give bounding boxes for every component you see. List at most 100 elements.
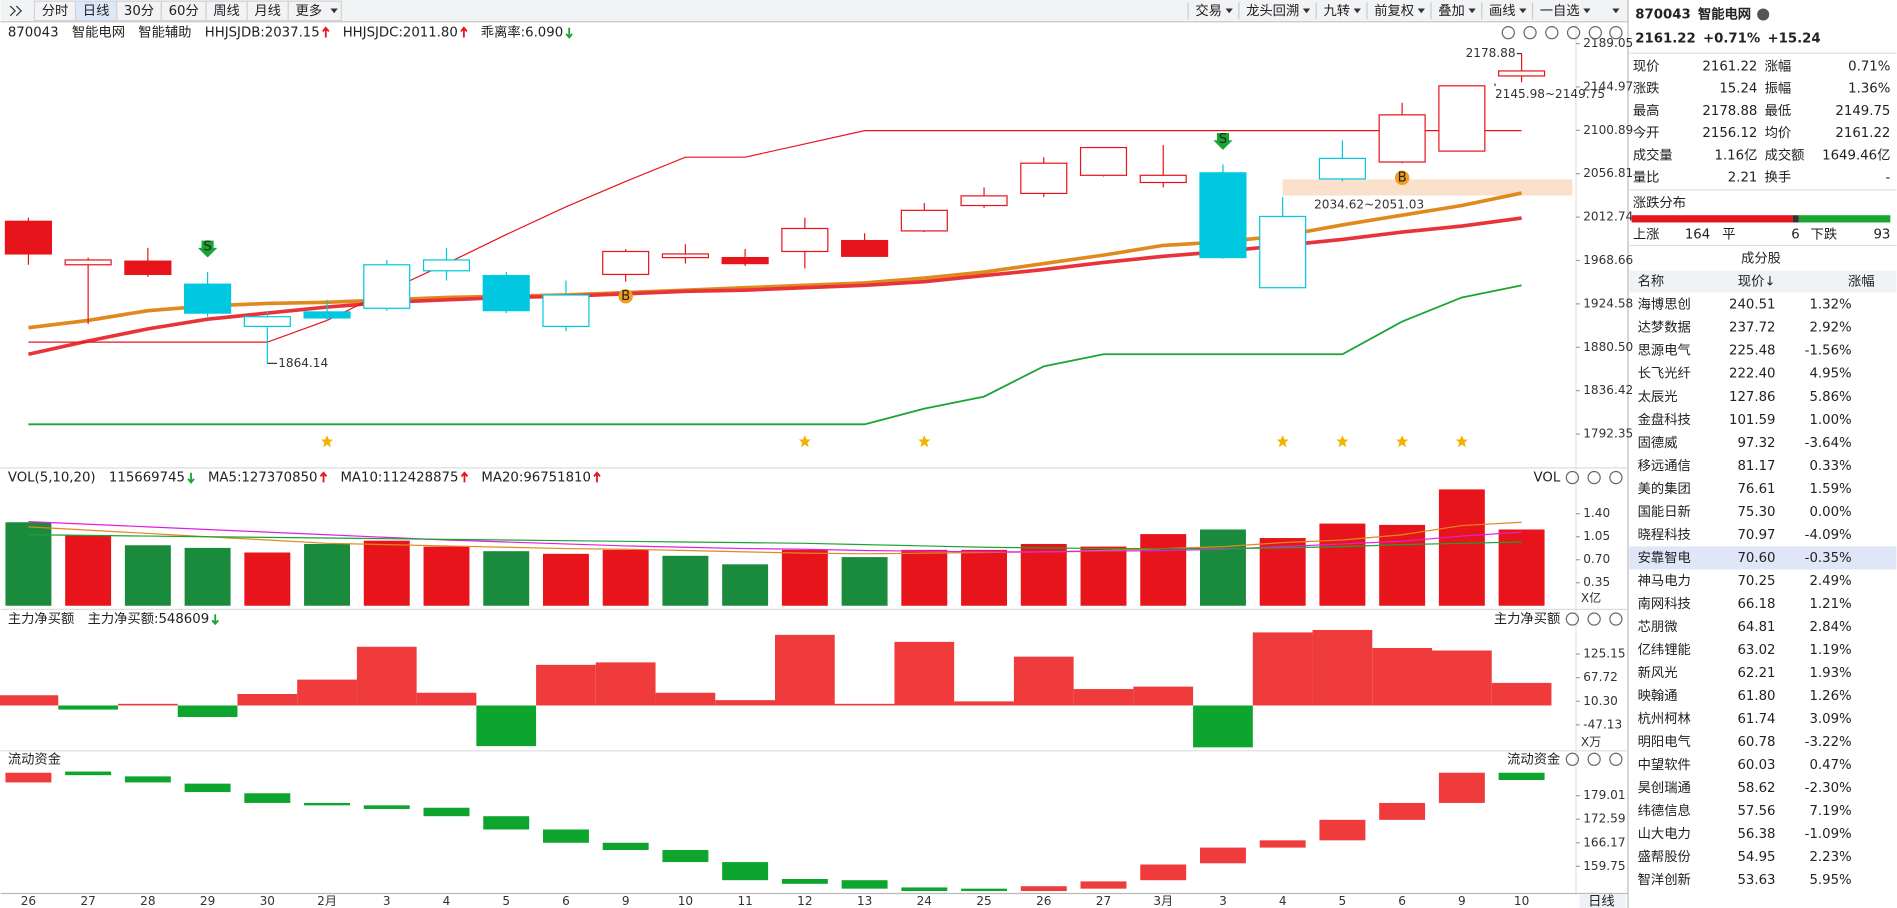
- breadth-label: 平: [1722, 228, 1735, 243]
- tab[interactable]: 60分: [169, 3, 199, 19]
- tool-button[interactable]: 龙头回溯: [1246, 3, 1299, 19]
- stock-name-cell[interactable]: 纬德信息: [1638, 802, 1691, 819]
- flow-bar: [363, 805, 410, 809]
- stock-name-cell[interactable]: 达梦数据: [1638, 320, 1691, 336]
- panel-icon[interactable]: [1609, 752, 1623, 766]
- stock-name-cell[interactable]: 安靠智电: [1638, 550, 1691, 566]
- stock-name-cell[interactable]: 芯朋微: [1638, 619, 1678, 635]
- stock-name-cell[interactable]: 移远通信: [1638, 458, 1691, 474]
- stock-name-cell[interactable]: 神马电力: [1638, 573, 1691, 589]
- stock-name-cell[interactable]: 盛帮股份: [1638, 849, 1691, 865]
- panel-icon[interactable]: [1609, 25, 1623, 40]
- stock-name-cell[interactable]: 明阳电气: [1638, 734, 1691, 750]
- stat-value: 0.71%: [1848, 59, 1890, 74]
- scroll-caret[interactable]: [1612, 8, 1620, 14]
- line-series: [28, 521, 1522, 553]
- stock-name-cell[interactable]: 国能日新: [1638, 504, 1691, 520]
- collapse-icon[interactable]: [9, 5, 23, 17]
- y-tick-label: 2144.97: [1583, 79, 1633, 93]
- price-cell: 70.97: [1737, 528, 1775, 543]
- breadth-count: 164: [1685, 228, 1710, 243]
- stock-name-cell[interactable]: 海博思创: [1638, 297, 1691, 313]
- bar: [1312, 629, 1373, 706]
- panel-icon[interactable]: [1587, 612, 1601, 626]
- tool-button[interactable]: 交易: [1195, 2, 1222, 19]
- stat-label: 涨幅: [1765, 58, 1792, 74]
- column-header[interactable]: 现价↓: [1738, 275, 1776, 290]
- stat-value: 1649.46亿: [1822, 147, 1890, 163]
- tab[interactable]: 分时: [42, 3, 69, 19]
- stock-name-cell[interactable]: 昊创瑞通: [1638, 780, 1691, 796]
- candle-body: [482, 275, 530, 312]
- bar: [304, 543, 351, 606]
- price-cell: 97.32: [1737, 436, 1775, 451]
- column-header[interactable]: 涨幅: [1848, 274, 1875, 290]
- tab[interactable]: 周线: [213, 3, 240, 19]
- stock-name-cell[interactable]: 美的集团: [1638, 481, 1691, 497]
- stock-name-cell[interactable]: 中望软件: [1638, 757, 1691, 773]
- dropdown-caret: [1417, 8, 1425, 14]
- panel-icon[interactable]: [1609, 470, 1623, 485]
- tab[interactable]: 30分: [124, 3, 154, 19]
- trend-arrow: [593, 471, 601, 483]
- axis-unit: X万: [1581, 735, 1601, 749]
- stock-name-cell[interactable]: 金盘科技: [1638, 411, 1691, 428]
- panel-icon[interactable]: [1565, 752, 1580, 766]
- price-cell: 70.25: [1737, 574, 1775, 589]
- panel-icon[interactable]: [1587, 752, 1601, 766]
- price-cell: 101.59: [1729, 413, 1775, 428]
- column-header[interactable]: 名称: [1638, 274, 1665, 290]
- tab[interactable]: 月线: [254, 3, 281, 19]
- tab[interactable]: 日线: [83, 3, 110, 19]
- tool-button[interactable]: 叠加: [1438, 3, 1465, 19]
- stock-name-cell[interactable]: 映翰通: [1638, 688, 1678, 704]
- flow-bar: [1259, 840, 1306, 848]
- tool-button[interactable]: 画线: [1489, 3, 1516, 19]
- panel-icon[interactable]: [1545, 25, 1559, 40]
- candle-body: [542, 294, 590, 328]
- stat-value: 1.36%: [1848, 82, 1890, 97]
- info-icon[interactable]: [1757, 8, 1770, 21]
- panel-icon[interactable]: [1523, 25, 1537, 40]
- stock-name-cell[interactable]: 晓程科技: [1638, 527, 1691, 543]
- panel-icon[interactable]: [1587, 470, 1601, 485]
- tool-button[interactable]: 前复权: [1374, 2, 1414, 19]
- panel-icon[interactable]: [1566, 25, 1581, 40]
- stock-name-cell[interactable]: 长飞光纤: [1638, 366, 1691, 382]
- panel-icon[interactable]: [1501, 25, 1515, 40]
- tool-button[interactable]: 九转: [1323, 3, 1350, 19]
- change-cell: 2.23%: [1809, 850, 1851, 865]
- stat-label: 振幅: [1765, 81, 1792, 97]
- stock-name-cell[interactable]: 山大电力: [1638, 826, 1691, 842]
- signal-label: S: [203, 240, 211, 255]
- period-label: 日线: [1588, 893, 1615, 908]
- tool-button[interactable]: 一自选: [1540, 3, 1580, 19]
- stock-name-cell[interactable]: 亿纬锂能: [1638, 642, 1691, 658]
- stock-name-cell[interactable]: 杭州柯林: [1638, 711, 1691, 727]
- tab[interactable]: 更多: [295, 2, 322, 19]
- panel-icon[interactable]: [1588, 25, 1602, 40]
- stock-name-cell[interactable]: 新风光: [1638, 665, 1678, 681]
- stock-name-cell[interactable]: 智洋创新: [1638, 872, 1691, 888]
- stock-name-cell[interactable]: 太辰光: [1638, 389, 1678, 405]
- panel-icon[interactable]: [1565, 612, 1580, 626]
- bar: [363, 540, 410, 606]
- price-cell: 53.63: [1737, 873, 1775, 888]
- change-cell: -3.22%: [1805, 735, 1852, 750]
- period-box: [1579, 894, 1626, 908]
- dropdown-caret: [1468, 8, 1476, 14]
- candle-body: [1378, 114, 1426, 163]
- stock-name-cell[interactable]: 南网科技: [1638, 596, 1691, 612]
- change-cell: 1.26%: [1809, 689, 1851, 704]
- bar: [1491, 682, 1552, 706]
- panel-icon[interactable]: [1609, 612, 1623, 626]
- flow-bar: [602, 842, 649, 851]
- stat-value: 2161.22: [1835, 126, 1890, 141]
- stat-value: 2.21: [1728, 171, 1758, 186]
- stock-name-cell[interactable]: 固德威: [1638, 435, 1678, 451]
- candle-body: [1259, 215, 1307, 289]
- panel-icon[interactable]: [1565, 470, 1580, 485]
- tab-button[interactable]: [287, 0, 342, 22]
- stock-name-cell[interactable]: 思源电气: [1638, 343, 1691, 359]
